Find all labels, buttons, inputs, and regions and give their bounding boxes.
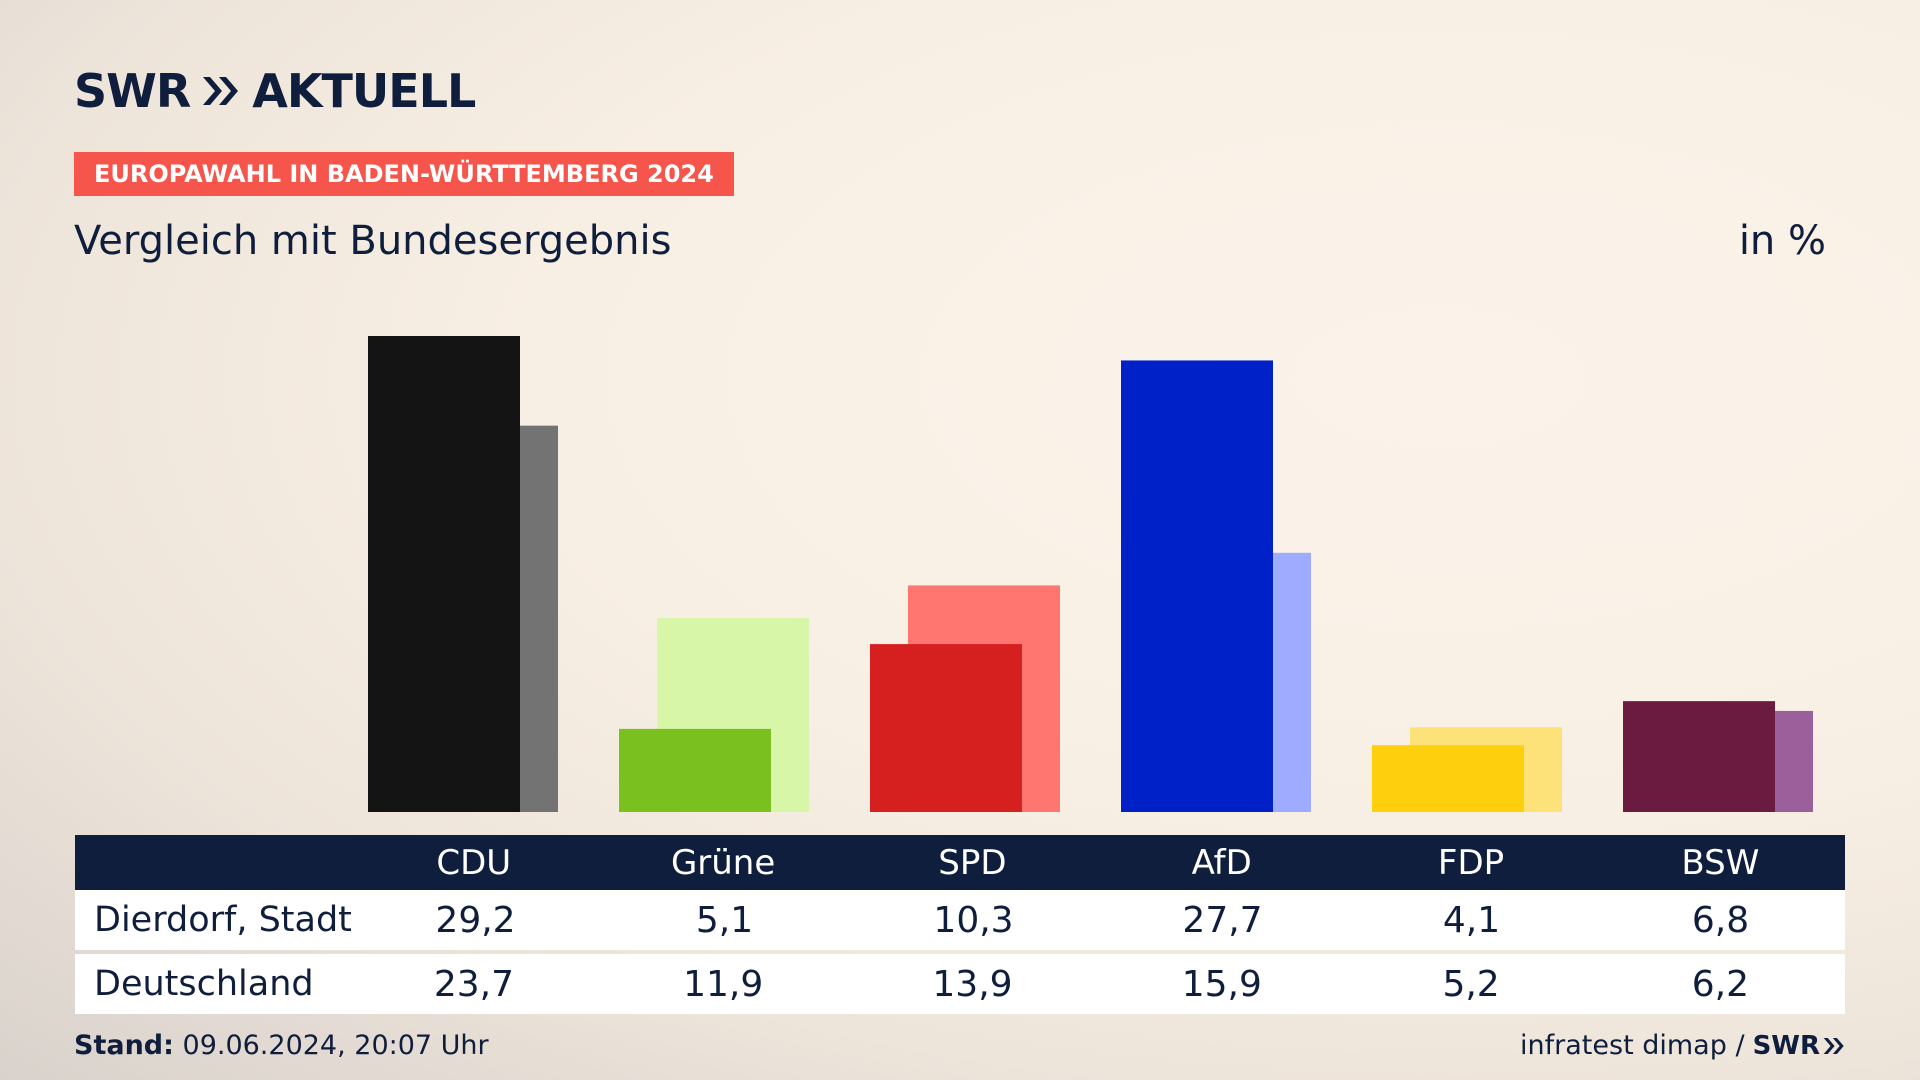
stand-value: 09.06.2024, 20:07 Uhr — [182, 1030, 489, 1061]
results-table: CDU Grüne SPD AfD FDP BSW Dierdorf, Stad… — [75, 835, 1845, 1014]
table-header-gruene: Grüne — [670, 842, 776, 883]
row-label-deutschland: Deutschland — [94, 964, 314, 1004]
table-cell: 4,1 — [1442, 899, 1501, 941]
double-chevron-icon — [1823, 1037, 1844, 1054]
bar-dierdorf-bsw — [1623, 701, 1775, 812]
bar-dierdorf-cdu — [368, 336, 520, 812]
bar-dierdorf-fdp — [1372, 745, 1524, 812]
table-cell: 27,7 — [1182, 899, 1263, 941]
swr-aktuell-logo: SWR AKTUELL — [74, 64, 476, 118]
swr-small-logo: SWR — [1753, 1031, 1846, 1061]
table-cell: 13,9 — [932, 963, 1013, 1005]
row-label-dierdorf: Dierdorf, Stadt — [94, 900, 352, 940]
table-cell: 15,9 — [1181, 963, 1262, 1005]
table-row: Deutschland 23,7 11,9 13,9 15,9 5,2 6,2 — [75, 954, 1845, 1014]
bar-chart — [368, 336, 1813, 812]
unit-label: in % — [1738, 218, 1826, 264]
table-header-afd: AfD — [1191, 842, 1252, 883]
table-cell: 5,2 — [1442, 963, 1500, 1005]
stand-label: Stand: — [74, 1030, 174, 1061]
bar-dierdorf-afd — [1121, 360, 1273, 812]
source-credit: infratest dimap / SWR — [1520, 1030, 1846, 1061]
table-cell: 6,8 — [1691, 899, 1750, 941]
table-cell: 29,2 — [435, 899, 516, 941]
table-cell: 6,2 — [1691, 963, 1750, 1005]
source-text: infratest dimap / — [1520, 1030, 1745, 1061]
bar-dierdorf-spd — [870, 644, 1022, 812]
table-cell: 11,9 — [683, 963, 764, 1005]
chart-subtitle: Vergleich mit Bundesergebnis — [74, 218, 672, 264]
bar-dierdorf-gruene — [619, 728, 771, 812]
double-chevron-icon — [203, 77, 239, 105]
timestamp: Stand: 09.06.2024, 20:07 Uhr — [74, 1030, 489, 1061]
table-header-cdu: CDU — [436, 842, 512, 883]
table-row: Dierdorf, Stadt 29,2 5,1 10,3 27,7 4,1 6… — [75, 890, 1845, 950]
table-cell: 5,1 — [695, 899, 754, 941]
table-header-row: CDU Grüne SPD AfD FDP BSW — [75, 835, 1845, 890]
brand-suffix: AKTUELL — [252, 64, 476, 118]
table-header-spd: SPD — [938, 842, 1007, 883]
election-tag: EUROPAWAHL IN BADEN-WÜRTTEMBERG 2024 — [74, 152, 734, 196]
brand-name: SWR — [74, 64, 191, 118]
table-cell: 23,7 — [433, 963, 514, 1005]
table-header-bsw: BSW — [1681, 842, 1760, 883]
table-cell: 10,3 — [933, 899, 1014, 941]
table-header-fdp: FDP — [1437, 842, 1505, 883]
source-brand: SWR — [1752, 1030, 1820, 1061]
